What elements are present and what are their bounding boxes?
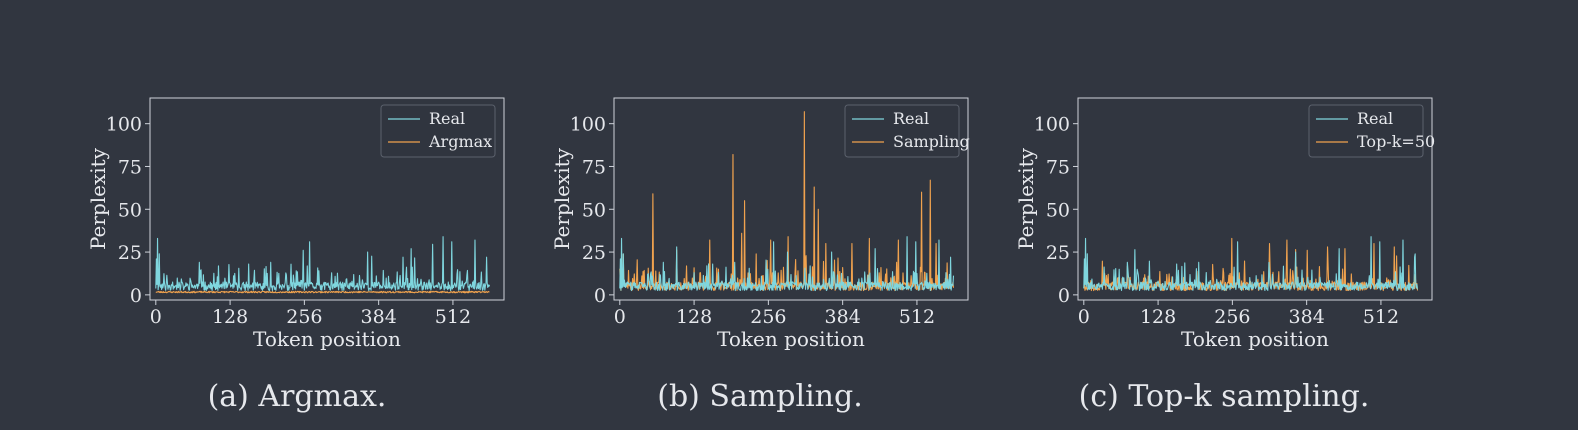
y-tick-label: 25 [118, 242, 142, 264]
legend: Real Argmax [380, 104, 496, 158]
y-tick-label: 75 [1046, 156, 1070, 178]
x-axis-label: Token position [717, 327, 865, 351]
legend-entry: Real [893, 109, 929, 128]
plot-frame [613, 97, 969, 301]
y-axis-label: Perplexity [550, 147, 574, 250]
legend-entry: Top-k=50 [1357, 132, 1435, 151]
x-axis-label: Token position [1181, 327, 1329, 351]
y-tick-label: 0 [130, 285, 142, 307]
y-tick-label: 50 [118, 199, 142, 221]
x-tick-label: 128 [676, 306, 712, 328]
legend: Real Sampling [844, 104, 970, 158]
x-tick-label: 512 [1363, 306, 1399, 328]
chart-panel-2: 0 128 256 384 512 0 25 50 75 100 Token position Per… [550, 97, 970, 414]
x-tick-label: 512 [435, 306, 471, 328]
series-line-real [619, 236, 955, 292]
x-tick-label: 0 [1078, 306, 1090, 328]
y-tick-label: 25 [1046, 242, 1070, 264]
y-tick-label: 25 [582, 242, 606, 264]
x-tick-label: 0 [614, 306, 626, 328]
y-tick-label: 50 [582, 199, 606, 221]
x-tick-label: 384 [1289, 306, 1325, 328]
x-tick-label: 256 [750, 306, 786, 328]
y-tick-label: 100 [570, 114, 606, 136]
panel-caption: (c) Top-k sampling. [1079, 379, 1370, 414]
legend-entry: Sampling [893, 132, 970, 151]
panel-caption: (a) Argmax. [208, 379, 387, 414]
legend-box [380, 104, 496, 158]
x-axis-label: Token position [253, 327, 401, 351]
panel-caption: (b) Sampling. [657, 379, 863, 414]
series-line-real [155, 236, 491, 292]
x-tick-label: 384 [361, 306, 397, 328]
series-line-sampling [619, 111, 955, 292]
legend-box [1308, 104, 1424, 158]
legend: Real Top-k=50 [1308, 104, 1435, 158]
x-tick-label: 256 [286, 306, 322, 328]
y-tick-label: 75 [582, 156, 606, 178]
series-line-real [1083, 236, 1419, 292]
y-tick-label: 75 [118, 156, 142, 178]
legend-entry: Real [429, 109, 465, 128]
series-line-argmax [155, 290, 490, 294]
y-axis-label: Perplexity [1014, 147, 1038, 250]
plot-frame [149, 97, 505, 301]
x-tick-label: 384 [825, 306, 861, 328]
y-tick-label: 50 [1046, 199, 1070, 221]
plot-frame [1077, 97, 1433, 301]
y-tick-label: 100 [106, 114, 142, 136]
x-tick-label: 128 [212, 306, 248, 328]
x-tick-label: 256 [1214, 306, 1250, 328]
y-tick-label: 0 [594, 285, 606, 307]
x-tick-label: 512 [899, 306, 935, 328]
legend-entry: Argmax [428, 132, 492, 151]
legend-box [844, 104, 960, 158]
y-tick-label: 100 [1034, 114, 1070, 136]
x-tick-label: 0 [150, 306, 162, 328]
chart-panel-3: 0 128 256 384 512 0 25 50 75 100 Token position Per… [1014, 97, 1435, 414]
y-axis-label: Perplexity [86, 147, 110, 250]
x-tick-label: 128 [1140, 306, 1176, 328]
legend-entry: Real [1357, 109, 1393, 128]
chart-panel-1: 0 128 256 384 512 0 25 50 75 100 Token position Per… [86, 97, 505, 414]
y-tick-label: 0 [1058, 285, 1070, 307]
